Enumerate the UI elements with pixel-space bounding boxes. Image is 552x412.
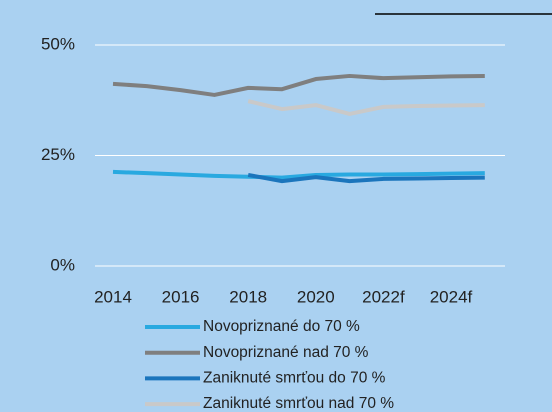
x-tick-label: 2020 (297, 287, 335, 306)
series-line (112, 73, 485, 97)
legend-label: Zaniknuté smrťou do 70 % (203, 369, 386, 386)
series-line (112, 169, 485, 180)
y-tick-label: 50% (41, 34, 75, 53)
legend-label: Novopriznané do 70 % (203, 318, 360, 335)
x-tick-label: 2014 (94, 287, 132, 306)
series-line (247, 99, 485, 116)
x-tick-label: 2016 (162, 287, 200, 306)
legend-label: Zaniknuté smrťou nad 70 % (203, 395, 394, 412)
series-line (247, 172, 485, 184)
x-tick-label: 2018 (229, 287, 267, 306)
y-tick-label: 0% (50, 255, 75, 274)
x-tick-label: 2024f (430, 287, 473, 306)
legend-label: Novopriznané nad 70 % (203, 344, 369, 361)
y-tick-label: 25% (41, 145, 75, 164)
x-tick-label: 2022f (362, 287, 405, 306)
